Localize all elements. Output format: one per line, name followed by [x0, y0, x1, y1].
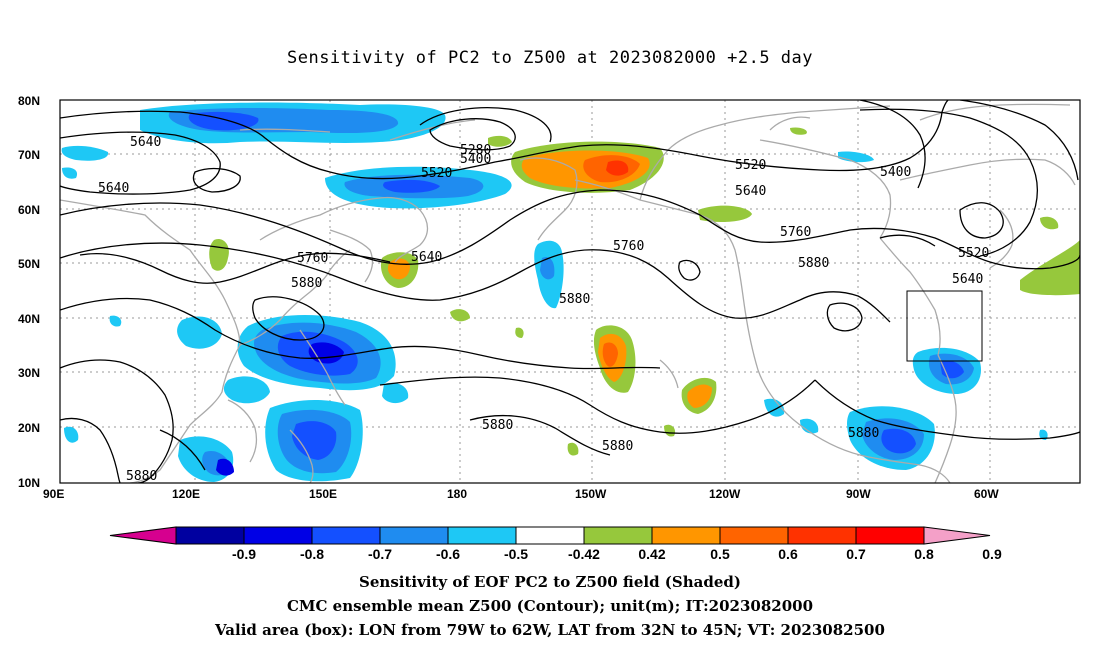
colorbar: -0.9 -0.8 -0.7 -0.6 -0.5 -0.42 0.42 0.5 0.6 0.7 0.…: [109, 526, 1002, 562]
colorbar-tick-label: -0.7: [368, 546, 392, 562]
lon-label: 90E: [43, 487, 64, 501]
colorbar-segment: [583, 526, 653, 545]
contour-label: 5520: [958, 246, 989, 261]
colorbar-segment: [175, 526, 245, 545]
contour-label: 5880: [798, 256, 829, 271]
colorbar-tick-label: 0.7: [846, 546, 866, 562]
lat-label: 80N: [18, 94, 40, 108]
colorbar-segment: [379, 526, 449, 545]
colorbar-segment: [515, 526, 585, 545]
valid-area-box: [906, 290, 983, 362]
lat-label: 60N: [18, 203, 40, 217]
colorbar-segment: [311, 526, 381, 545]
colorbar-segment: [855, 526, 925, 545]
lat-label: 10N: [18, 476, 40, 490]
colorbar-segment: [243, 526, 313, 545]
contour-label: 5640: [735, 184, 766, 199]
lon-label: 180: [447, 487, 467, 501]
colorbar-tick-label: 0.6: [778, 546, 798, 562]
z500-contours: [60, 100, 1080, 483]
lat-label: 30N: [18, 366, 40, 380]
colorbar-tick-label: 0.9: [982, 546, 1002, 562]
colorbar-tick-label: 0.8: [914, 546, 934, 562]
contour-label: 5880: [559, 292, 590, 307]
contour-label: 5760: [780, 225, 811, 240]
lon-label: 150W: [575, 487, 607, 501]
colorbar-tick-label: -0.5: [504, 546, 528, 562]
shaded-sensitivity: [61, 102, 1080, 482]
plot-frame: [59, 99, 1081, 484]
caption-line-1: Sensitivity of EOF PC2 to Z500 field (Sh…: [359, 573, 741, 591]
colorbar-tick-label: -0.6: [436, 546, 460, 562]
contour-label: 5760: [613, 239, 644, 254]
map-title: Sensitivity of PC2 to Z500 at 2023082000…: [286, 48, 813, 68]
contour-label: 5400: [460, 152, 491, 167]
contour-label: 5520: [421, 166, 452, 181]
colorbar-segment: [787, 526, 857, 545]
colorbar-segment: [651, 526, 721, 545]
contour-label: 5640: [130, 135, 161, 150]
contour-label: 5640: [952, 272, 983, 287]
contour-label: 5880: [602, 439, 633, 454]
colorbar-upper-extend: [923, 526, 991, 545]
lat-label: 40N: [18, 312, 40, 326]
lat-label: 50N: [18, 257, 40, 271]
colorbar-tick-label: 0.42: [638, 546, 665, 562]
contour-label: 5280: [460, 143, 491, 158]
contour-labels: 5640 5640 5280 5400 5520 5520 5640 5400 …: [98, 135, 989, 484]
colorbar-segment: [719, 526, 789, 545]
lat-axis: 80N 70N 60N 50N 40N 30N 20N 10N: [18, 94, 40, 490]
contour-label: 5640: [98, 181, 129, 196]
colorbar-segment: [447, 526, 517, 545]
contour-label: 5760: [297, 251, 328, 266]
lat-label: 20N: [18, 421, 40, 435]
contour-label: 5640: [411, 250, 442, 265]
caption-line-3: Valid area (box): LON from 79W to 62W, L…: [215, 621, 885, 639]
coastlines: [60, 103, 1076, 483]
lon-label: 150E: [309, 487, 337, 501]
contour-label: 5400: [880, 165, 911, 180]
lon-label: 120W: [709, 487, 741, 501]
lon-axis: 90E 120E 150E 180 150W 120W 90W 60W: [43, 487, 999, 501]
contour-label: 5880: [848, 426, 879, 441]
caption-line-2: CMC ensemble mean Z500 (Contour); unit(m…: [286, 597, 814, 615]
lat-label: 70N: [18, 148, 40, 162]
contour-label: 5880: [126, 469, 157, 484]
lon-label: 90W: [846, 487, 871, 501]
contour-label: 5880: [482, 418, 513, 433]
colorbar-tick-label: -0.42: [568, 546, 600, 562]
lon-label: 60W: [974, 487, 999, 501]
colorbar-tick-label: 0.5: [710, 546, 730, 562]
contour-label: 5880: [291, 276, 322, 291]
lon-label: 120E: [172, 487, 200, 501]
colorbar-lower-extend: [109, 526, 177, 545]
colorbar-tick-label: -0.9: [232, 546, 256, 562]
colorbar-tick-label: -0.8: [300, 546, 324, 562]
contour-label: 5520: [735, 158, 766, 173]
